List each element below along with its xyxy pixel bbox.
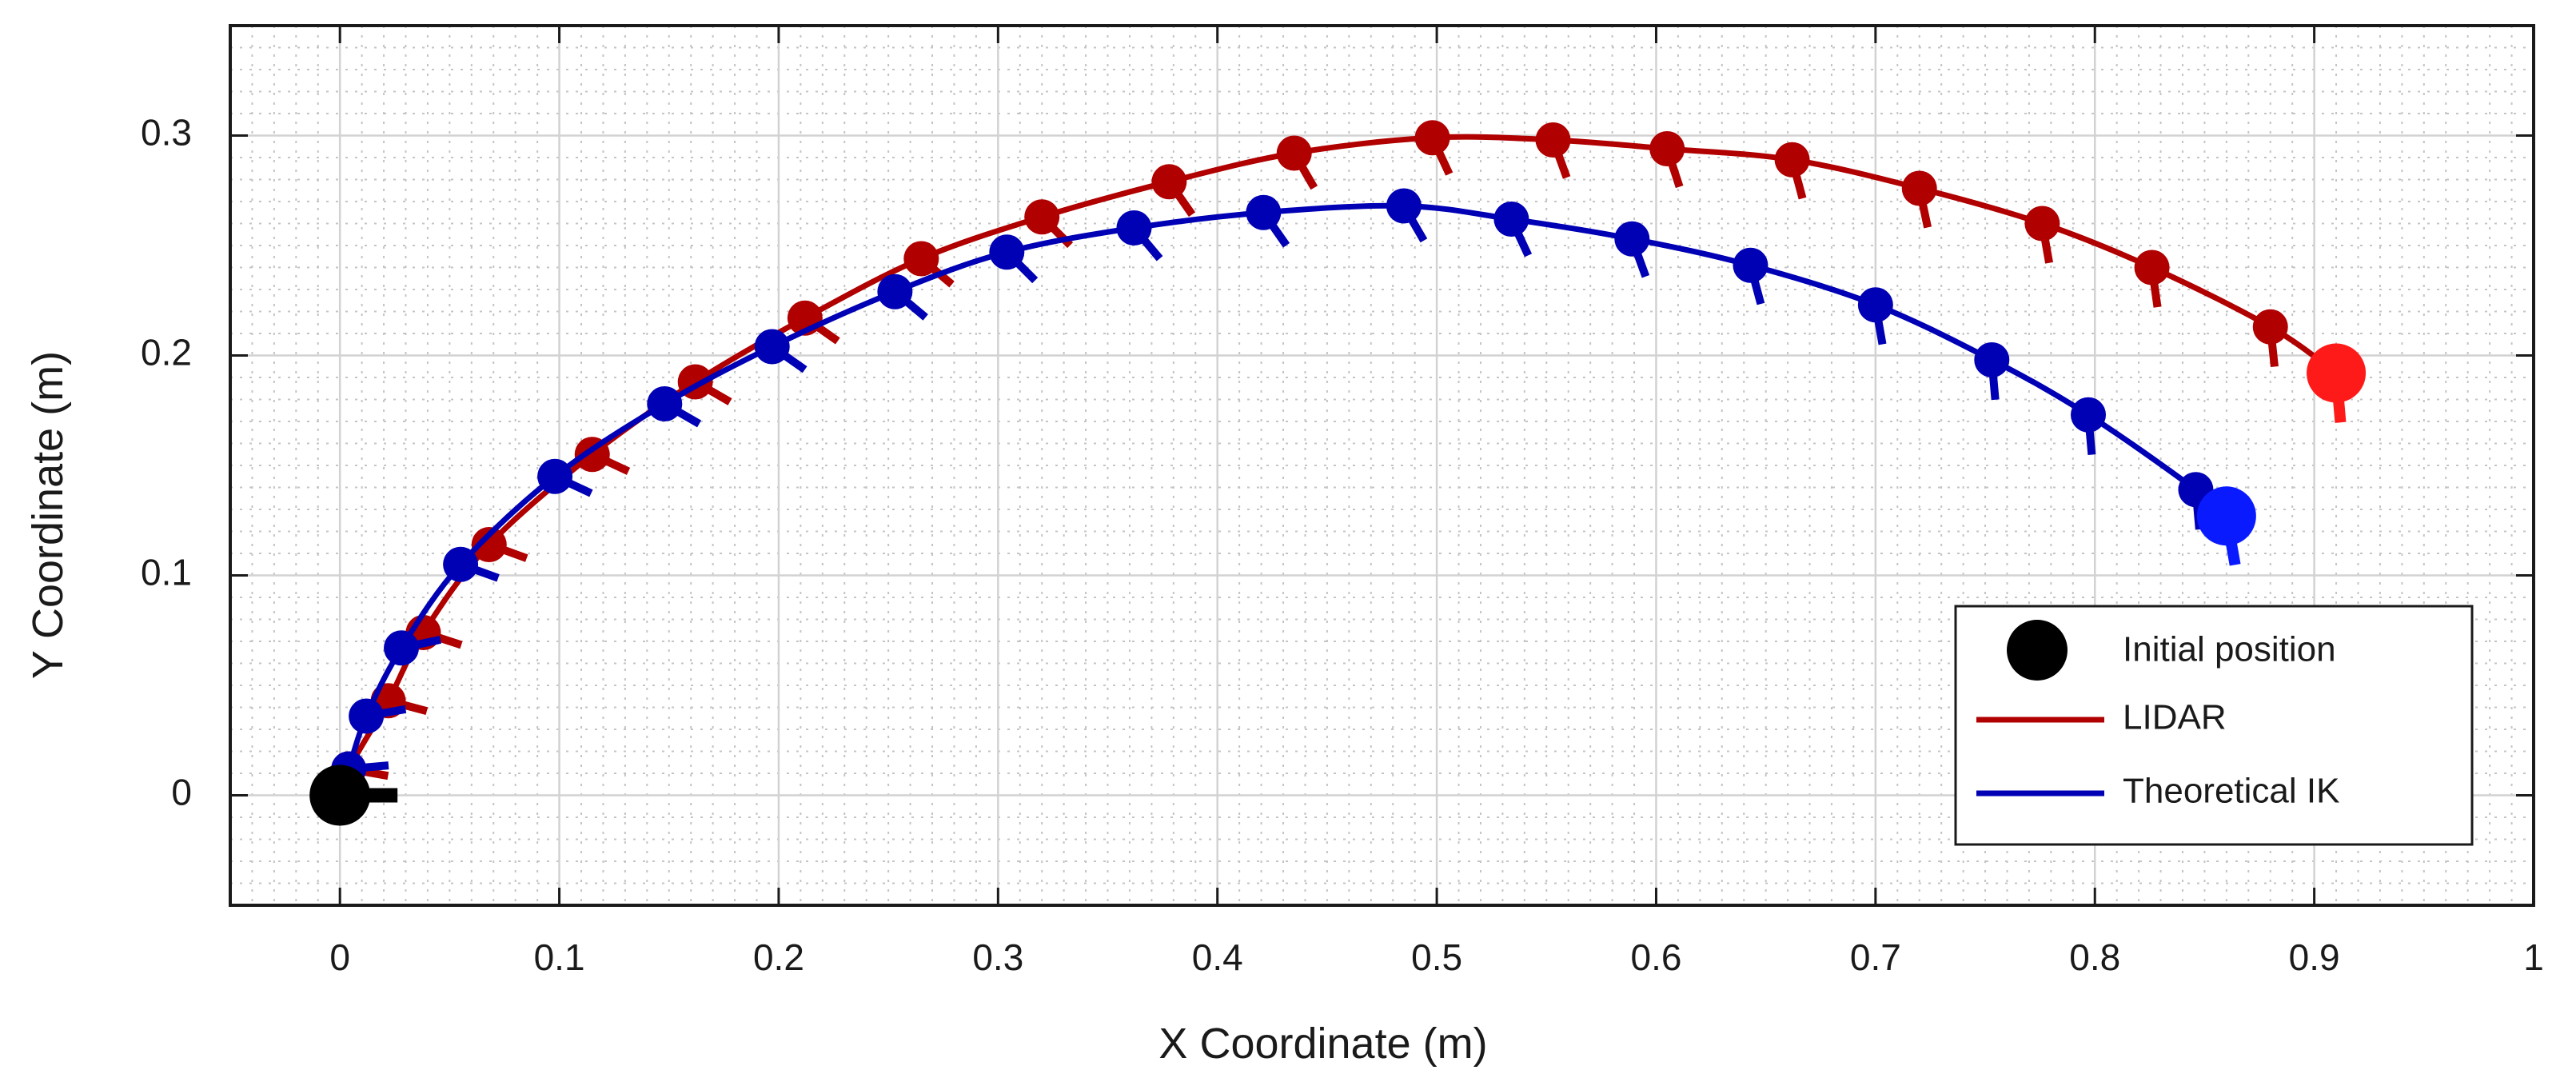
- y-tick-label: 0.1: [141, 552, 192, 593]
- lidar-point: [2252, 309, 2288, 345]
- x-tick-label: 0.2: [753, 936, 804, 978]
- lidar-point: [903, 241, 939, 277]
- series-layer: [331, 120, 2367, 798]
- theoretical-ik-point: [1493, 202, 1529, 237]
- lidar-point: [1151, 164, 1187, 200]
- theoretical-ik-point: [1733, 247, 1769, 283]
- lidar-point: [2134, 250, 2170, 285]
- theoretical-ik-point: [443, 546, 479, 582]
- lidar-point: [1276, 135, 1312, 171]
- theoretical-ik-point: [1386, 188, 1422, 224]
- theoretical-ik-point: [1857, 287, 1893, 323]
- lidar-point: [1414, 120, 1450, 156]
- legend-initial-marker: [2007, 620, 2068, 681]
- y-axis-label: Y Coordinate (m): [24, 351, 72, 679]
- theoretical-ik-point: [1116, 210, 1152, 246]
- y-tick-labels: 0 0.1 0.2 0.3: [141, 112, 192, 813]
- y-tick-label: 0.3: [141, 112, 192, 154]
- theoretical-ik-series: [331, 188, 2256, 798]
- initial-position-layer: [309, 765, 398, 826]
- x-tick-label: 0: [329, 936, 350, 978]
- theoretical-ik-point: [989, 234, 1025, 270]
- lidar-point: [1649, 131, 1685, 166]
- lidar-point: [2024, 206, 2060, 242]
- lidar-series: [331, 120, 2367, 798]
- x-tick-label: 0.6: [1630, 936, 1681, 978]
- x-tick-label: 0.1: [534, 936, 585, 978]
- theoretical-ik-point: [2071, 397, 2107, 433]
- lidar-point: [1901, 170, 1937, 206]
- legend-ik-label: Theoretical IK: [2123, 772, 2339, 811]
- theoretical-ik-point: [877, 273, 913, 309]
- theoretical-ik-point: [537, 458, 573, 494]
- x-tick-labels: 0 0.1 0.2 0.3 0.4 0.5 0.6 0.7 0.8 0.9 1: [329, 936, 2543, 978]
- lidar-point: [1024, 199, 1060, 235]
- x-tick-label: 0.4: [1192, 936, 1243, 978]
- initial-position-point: [309, 765, 371, 826]
- x-axis-label: X Coordinate (m): [1158, 1020, 1487, 1068]
- legend: Initial position LIDAR Theoretical IK: [1954, 605, 2474, 846]
- x-tick-label: 0.7: [1850, 936, 1901, 978]
- x-tick-label: 0.3: [972, 936, 1023, 978]
- x-tick-label: 0.9: [2289, 936, 2340, 978]
- x-tick-label: 0.5: [1411, 936, 1462, 978]
- x-tick-label: 1: [2523, 936, 2544, 978]
- lidar-point: [471, 527, 507, 562]
- theoretical-ik-point: [1614, 221, 1650, 257]
- x-tick-label: 0.8: [2069, 936, 2120, 978]
- y-tick-label: 0: [171, 772, 192, 813]
- lidar-point: [1774, 142, 1810, 178]
- y-tick-label: 0.2: [141, 332, 192, 373]
- theoretical-ik-point: [754, 329, 790, 365]
- lidar-point: [1535, 122, 1571, 158]
- theoretical-ik-point: [1974, 342, 2010, 377]
- theoretical-ik-point: [349, 698, 385, 734]
- plot-frame: [229, 24, 2535, 907]
- theoretical-ik-point: [384, 630, 420, 666]
- lidar-end-point: [2307, 343, 2367, 403]
- theoretical-ik-point: [647, 386, 683, 421]
- theoretical-ik-end-point: [2196, 486, 2256, 546]
- legend-lidar-label: LIDAR: [2123, 698, 2227, 737]
- legend-initial-label: Initial position: [2123, 630, 2336, 669]
- theoretical-ik-point: [1246, 194, 1282, 230]
